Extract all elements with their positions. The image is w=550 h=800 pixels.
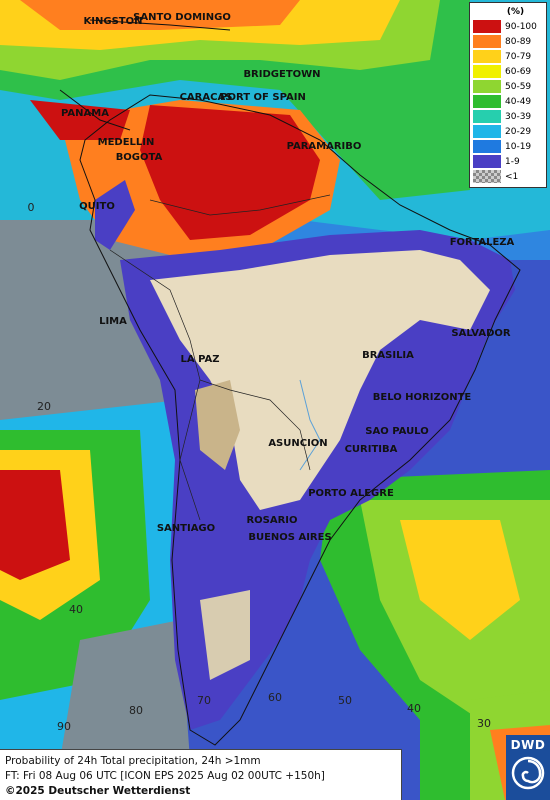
city-label: LA PAZ — [181, 354, 220, 365]
grid-label: 20 — [37, 400, 51, 413]
legend-swatch — [473, 110, 501, 123]
legend-item: 30-39 — [473, 109, 544, 124]
legend-label: 30-39 — [505, 111, 532, 122]
legend-item: 1-9 — [473, 154, 544, 169]
legend-label: 90-100 — [505, 21, 537, 32]
city-label: PORTO ALEGRE — [308, 488, 394, 499]
city-label: FORTALEZA — [450, 237, 515, 248]
legend-swatch — [473, 170, 501, 183]
city-label: SAO PAULO — [365, 426, 428, 437]
legend-item: <1 — [473, 169, 544, 184]
city-label: SANTO DOMINGO — [133, 12, 231, 23]
legend-swatch — [473, 95, 501, 108]
grid-label: 70 — [197, 694, 211, 707]
grid-label: 40 — [69, 603, 83, 616]
city-label: ASUNCION — [268, 438, 327, 449]
city-label: ROSARIO — [246, 515, 297, 526]
legend-label: 80-89 — [505, 36, 532, 47]
city-label: QUITO — [79, 201, 115, 212]
city-label: SALVADOR — [451, 328, 511, 339]
city-label: BRASILIA — [362, 350, 414, 361]
grid-label: 40 — [407, 702, 421, 715]
legend-swatch — [473, 35, 501, 48]
city-label: BOGOTA — [116, 152, 163, 163]
legend-item: 40-49 — [473, 94, 544, 109]
legend-swatch — [473, 125, 501, 138]
legend-swatch — [473, 155, 501, 168]
legend-item: 60-69 — [473, 64, 544, 79]
legend-item: 50-59 — [473, 79, 544, 94]
dwd-logo-text: DWD — [510, 738, 546, 752]
grid-label: 50 — [338, 694, 352, 707]
dwd-swirl-icon — [511, 756, 545, 790]
grid-label: 80 — [129, 704, 143, 717]
copyright: ©2025 Deutscher Wetterdienst — [5, 785, 191, 797]
grid-label: 30 — [477, 717, 491, 730]
city-label: BELO HORIZONTE — [373, 392, 472, 403]
legend-item: 10-19 — [473, 139, 544, 154]
legend-label: 40-49 — [505, 96, 532, 107]
grid-label: 90 — [57, 720, 71, 733]
legend-label: 60-69 — [505, 66, 532, 77]
city-label: PORT OF SPAIN — [220, 92, 306, 103]
legend-unit: (%) — [506, 7, 525, 17]
grid-label: 0 — [28, 201, 35, 214]
city-label: PANAMA — [61, 108, 109, 119]
legend-swatch — [473, 65, 501, 78]
legend-label: 1-9 — [505, 156, 520, 167]
legend-item: 20-29 — [473, 124, 544, 139]
dwd-logo: DWD — [506, 735, 550, 800]
legend-swatch — [473, 80, 501, 93]
legend-swatch — [473, 20, 501, 33]
legend-label: 50-59 — [505, 81, 532, 92]
city-label: LIMA — [99, 316, 127, 327]
grid-label: 60 — [268, 691, 282, 704]
city-label: CARACAS — [180, 92, 233, 103]
city-label: KINGSTON — [84, 16, 143, 27]
legend-item: 70-79 — [473, 49, 544, 64]
legend-label: 10-19 — [505, 141, 532, 152]
city-label: CURITIBA — [345, 444, 398, 455]
legend-label: 70-79 — [505, 51, 532, 62]
legend-label: 20-29 — [505, 126, 532, 137]
legend-swatch — [473, 140, 501, 153]
legend-label: <1 — [505, 171, 519, 182]
legend-item: 80-89 — [473, 34, 544, 49]
forecast-time: FT: Fri 08 Aug 06 UTC [ICON EPS 2025 Aug… — [5, 770, 325, 782]
city-label: SANTIAGO — [157, 523, 215, 534]
city-label: BUENOS AIRES — [248, 532, 331, 543]
city-label: BRIDGETOWN — [243, 69, 320, 80]
product-title: Probability of 24h Total precipitation, … — [5, 755, 261, 767]
city-label: MEDELLIN — [98, 137, 155, 148]
legend-swatch — [473, 50, 501, 63]
legend: (%) 90-100 80-89 70-79 60-69 50-59 40-49 30-39… — [469, 2, 547, 188]
legend-item: 90-100 — [473, 19, 544, 34]
city-label: PARAMARIBO — [287, 141, 362, 152]
info-box: Probability of 24h Total precipitation, … — [0, 749, 402, 800]
